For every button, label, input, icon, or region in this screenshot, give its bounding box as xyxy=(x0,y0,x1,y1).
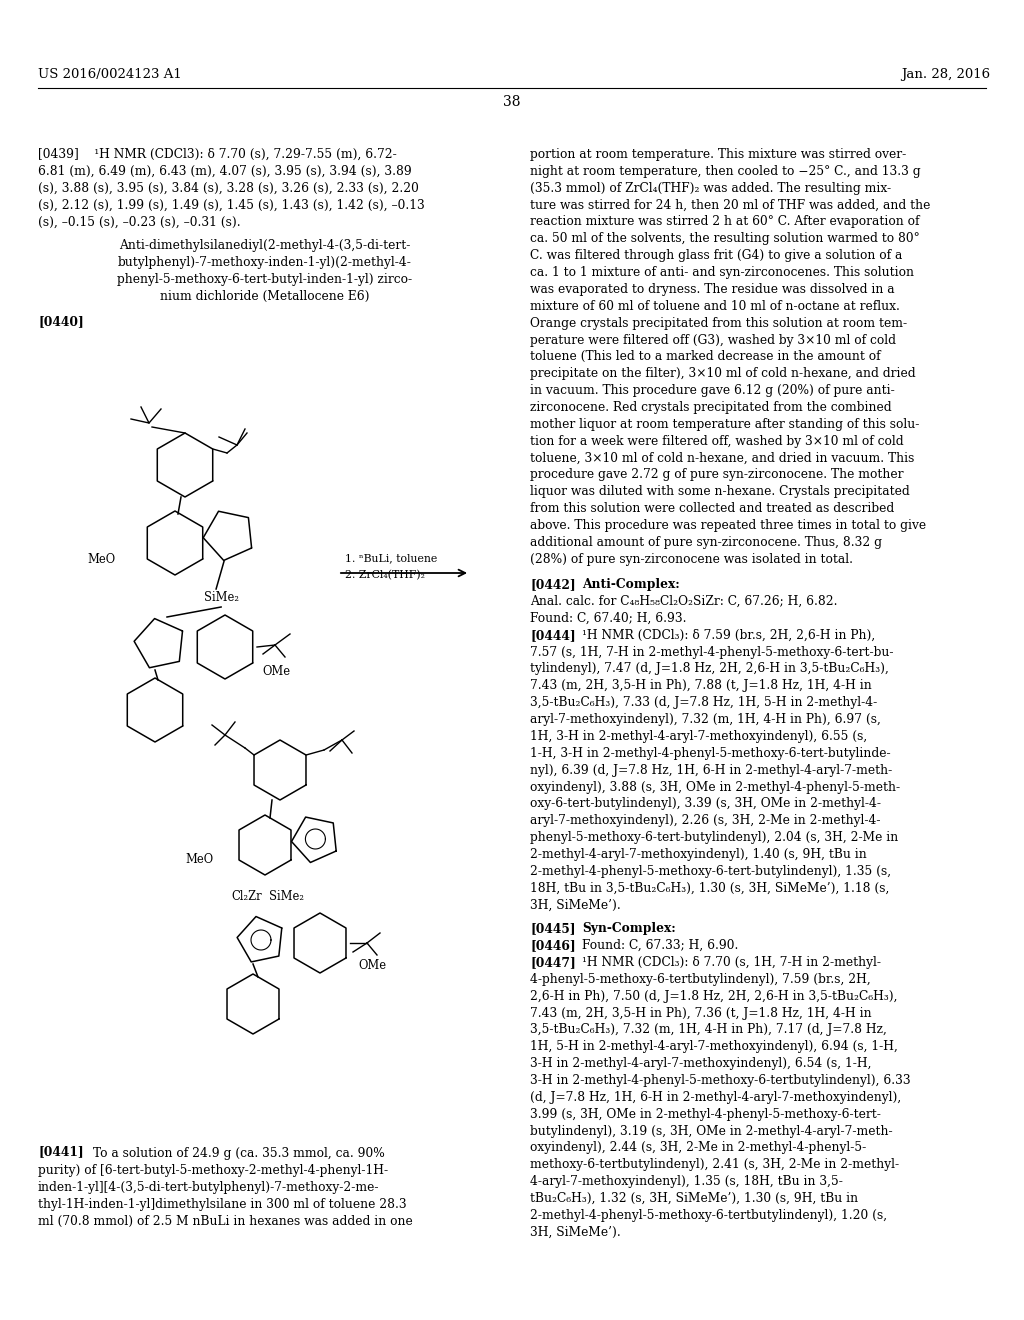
Text: 7.57 (s, 1H, 7-H in 2-methyl-4-phenyl-5-methoxy-6-tert-bu-: 7.57 (s, 1H, 7-H in 2-methyl-4-phenyl-5-… xyxy=(530,645,894,659)
Text: 2. ZrCl₄(THF)₂: 2. ZrCl₄(THF)₂ xyxy=(345,570,425,581)
Text: perature were filtered off (G3), washed by 3×10 ml of cold: perature were filtered off (G3), washed … xyxy=(530,334,896,347)
Text: Syn-Complex:: Syn-Complex: xyxy=(582,923,676,935)
Text: 3H, SiMeMe’).: 3H, SiMeMe’). xyxy=(530,1226,621,1238)
Text: night at room temperature, then cooled to −25° C., and 13.3 g: night at room temperature, then cooled t… xyxy=(530,165,921,178)
Text: mother liquor at room temperature after standing of this solu-: mother liquor at room temperature after … xyxy=(530,418,920,430)
Text: tion for a week were filtered off, washed by 3×10 ml of cold: tion for a week were filtered off, washe… xyxy=(530,434,903,447)
Text: Anti-dimethylsilanediyl(2-methyl-4-(3,5-di-tert-: Anti-dimethylsilanediyl(2-methyl-4-(3,5-… xyxy=(120,239,411,252)
Text: toluene, 3×10 ml of cold n-hexane, and dried in vacuum. This: toluene, 3×10 ml of cold n-hexane, and d… xyxy=(530,451,914,465)
Text: C. was filtered through glass frit (G4) to give a solution of a: C. was filtered through glass frit (G4) … xyxy=(530,249,902,263)
Text: phenyl-5-methoxy-6-tert-butyl-inden-1-yl) zirco-: phenyl-5-methoxy-6-tert-butyl-inden-1-yl… xyxy=(118,273,413,286)
Text: OMe: OMe xyxy=(358,960,386,972)
Text: [0442]: [0442] xyxy=(530,578,575,591)
Text: ture was stirred for 24 h, then 20 ml of THF was added, and the: ture was stirred for 24 h, then 20 ml of… xyxy=(530,198,931,211)
Text: procedure gave 2.72 g of pure syn-zirconocene. The mother: procedure gave 2.72 g of pure syn-zircon… xyxy=(530,469,903,482)
Text: To a solution of 24.9 g (ca. 35.3 mmol, ca. 90%: To a solution of 24.9 g (ca. 35.3 mmol, … xyxy=(93,1147,385,1160)
Text: 3H, SiMeMe’).: 3H, SiMeMe’). xyxy=(530,899,621,912)
Text: inden-1-yl][4-(3,5-di-tert-butylphenyl)-7-methoxy-2-me-: inden-1-yl][4-(3,5-di-tert-butylphenyl)-… xyxy=(38,1180,380,1193)
Text: zirconocene. Red crystals precipitated from the combined: zirconocene. Red crystals precipitated f… xyxy=(530,401,892,414)
Text: 1-H, 3-H in 2-methyl-4-phenyl-5-methoxy-6-tert-butylinde-: 1-H, 3-H in 2-methyl-4-phenyl-5-methoxy-… xyxy=(530,747,891,760)
Text: [0444]: [0444] xyxy=(530,628,575,642)
Text: Found: C, 67.33; H, 6.90.: Found: C, 67.33; H, 6.90. xyxy=(582,939,738,952)
Text: [0445]: [0445] xyxy=(530,923,575,935)
Text: 3,5-tBu₂C₆H₃), 7.32 (m, 1H, 4-H in Ph), 7.17 (d, J=7.8 Hz,: 3,5-tBu₂C₆H₃), 7.32 (m, 1H, 4-H in Ph), … xyxy=(530,1023,887,1036)
Text: butylphenyl)-7-methoxy-inden-1-yl)(2-methyl-4-: butylphenyl)-7-methoxy-inden-1-yl)(2-met… xyxy=(118,256,412,269)
Text: [0440]: [0440] xyxy=(38,315,84,327)
Text: phenyl-5-methoxy-6-tert-butylindenyl), 2.04 (s, 3H, 2-Me in: phenyl-5-methoxy-6-tert-butylindenyl), 2… xyxy=(530,832,898,843)
Text: 6.81 (m), 6.49 (m), 6.43 (m), 4.07 (s), 3.95 (s), 3.94 (s), 3.89: 6.81 (m), 6.49 (m), 6.43 (m), 4.07 (s), … xyxy=(38,165,412,178)
Text: 1. ⁿBuLi, toluene: 1. ⁿBuLi, toluene xyxy=(345,553,437,564)
Text: ¹H NMR (CDCl₃): δ 7.59 (br.s, 2H, 2,6-H in Ph),: ¹H NMR (CDCl₃): δ 7.59 (br.s, 2H, 2,6-H … xyxy=(582,628,876,642)
Text: from this solution were collected and treated as described: from this solution were collected and tr… xyxy=(530,502,894,515)
Text: in vacuum. This procedure gave 6.12 g (20%) of pure anti-: in vacuum. This procedure gave 6.12 g (2… xyxy=(530,384,895,397)
Text: mixture of 60 ml of toluene and 10 ml of n-octane at reflux.: mixture of 60 ml of toluene and 10 ml of… xyxy=(530,300,900,313)
Text: 4-phenyl-5-methoxy-6-tertbutylindenyl), 7.59 (br.s, 2H,: 4-phenyl-5-methoxy-6-tertbutylindenyl), … xyxy=(530,973,870,986)
Text: above. This procedure was repeated three times in total to give: above. This procedure was repeated three… xyxy=(530,519,926,532)
Text: reaction mixture was stirred 2 h at 60° C. After evaporation of: reaction mixture was stirred 2 h at 60° … xyxy=(530,215,920,228)
Text: 3-H in 2-methyl-4-aryl-7-methoxyindenyl), 6.54 (s, 1-H,: 3-H in 2-methyl-4-aryl-7-methoxyindenyl)… xyxy=(530,1057,871,1071)
Text: liquor was diluted with some n-hexane. Crystals precipitated: liquor was diluted with some n-hexane. C… xyxy=(530,486,909,499)
Text: US 2016/0024123 A1: US 2016/0024123 A1 xyxy=(38,69,181,81)
Text: Jan. 28, 2016: Jan. 28, 2016 xyxy=(901,69,990,81)
Text: MeO: MeO xyxy=(87,553,115,566)
Text: MeO: MeO xyxy=(185,853,213,866)
Text: butylindenyl), 3.19 (s, 3H, OMe in 2-methyl-4-aryl-7-meth-: butylindenyl), 3.19 (s, 3H, OMe in 2-met… xyxy=(530,1125,893,1138)
Text: SiMe₂: SiMe₂ xyxy=(269,890,304,903)
Text: (d, J=7.8 Hz, 1H, 6-H in 2-methyl-4-aryl-7-methoxyindenyl),: (d, J=7.8 Hz, 1H, 6-H in 2-methyl-4-aryl… xyxy=(530,1090,901,1104)
Text: 2-methyl-4-aryl-7-methoxyindenyl), 1.40 (s, 9H, tBu in: 2-methyl-4-aryl-7-methoxyindenyl), 1.40 … xyxy=(530,847,866,861)
Text: ¹H NMR (CDCl₃): δ 7.70 (s, 1H, 7-H in 2-methyl-: ¹H NMR (CDCl₃): δ 7.70 (s, 1H, 7-H in 2-… xyxy=(582,956,881,969)
Text: Anti-Complex:: Anti-Complex: xyxy=(582,578,680,591)
Text: portion at room temperature. This mixture was stirred over-: portion at room temperature. This mixtur… xyxy=(530,148,906,161)
Text: 18H, tBu in 3,5-tBu₂C₆H₃), 1.30 (s, 3H, SiMeMe’), 1.18 (s,: 18H, tBu in 3,5-tBu₂C₆H₃), 1.30 (s, 3H, … xyxy=(530,882,890,895)
Text: [0446]: [0446] xyxy=(530,939,575,952)
Text: additional amount of pure syn-zirconocene. Thus, 8.32 g: additional amount of pure syn-zirconocen… xyxy=(530,536,882,549)
Text: [0447]: [0447] xyxy=(530,956,575,969)
Text: aryl-7-methoxyindenyl), 7.32 (m, 1H, 4-H in Ph), 6.97 (s,: aryl-7-methoxyindenyl), 7.32 (m, 1H, 4-H… xyxy=(530,713,881,726)
Text: ca. 50 ml of the solvents, the resulting solution warmed to 80°: ca. 50 ml of the solvents, the resulting… xyxy=(530,232,920,246)
Text: 38: 38 xyxy=(503,95,521,110)
Text: 3,5-tBu₂C₆H₃), 7.33 (d, J=7.8 Hz, 1H, 5-H in 2-methyl-4-: 3,5-tBu₂C₆H₃), 7.33 (d, J=7.8 Hz, 1H, 5-… xyxy=(530,696,878,709)
Text: oxyindenyl), 3.88 (s, 3H, OMe in 2-methyl-4-phenyl-5-meth-: oxyindenyl), 3.88 (s, 3H, OMe in 2-methy… xyxy=(530,780,900,793)
Text: SiMe₂: SiMe₂ xyxy=(204,591,239,605)
Text: (35.3 mmol) of ZrCl₄(THF)₂ was added. The resulting mix-: (35.3 mmol) of ZrCl₄(THF)₂ was added. Th… xyxy=(530,182,891,195)
Text: (s), 3.88 (s), 3.95 (s), 3.84 (s), 3.28 (s), 3.26 (s), 2.33 (s), 2.20: (s), 3.88 (s), 3.95 (s), 3.84 (s), 3.28 … xyxy=(38,182,419,195)
Text: Orange crystals precipitated from this solution at room tem-: Orange crystals precipitated from this s… xyxy=(530,317,907,330)
Text: Found: C, 67.40; H, 6.93.: Found: C, 67.40; H, 6.93. xyxy=(530,612,686,624)
Text: Cl₂Zr: Cl₂Zr xyxy=(231,890,262,903)
Text: was evaporated to dryness. The residue was dissolved in a: was evaporated to dryness. The residue w… xyxy=(530,282,895,296)
Text: 1H, 5-H in 2-methyl-4-aryl-7-methoxyindenyl), 6.94 (s, 1-H,: 1H, 5-H in 2-methyl-4-aryl-7-methoxyinde… xyxy=(530,1040,898,1053)
Text: nium dichloride (Metallocene E6): nium dichloride (Metallocene E6) xyxy=(160,289,370,302)
Text: aryl-7-methoxyindenyl), 2.26 (s, 3H, 2-Me in 2-methyl-4-: aryl-7-methoxyindenyl), 2.26 (s, 3H, 2-M… xyxy=(530,814,881,828)
Text: precipitate on the filter), 3×10 ml of cold n-hexane, and dried: precipitate on the filter), 3×10 ml of c… xyxy=(530,367,915,380)
Text: 3-H in 2-methyl-4-phenyl-5-methoxy-6-tertbutylindenyl), 6.33: 3-H in 2-methyl-4-phenyl-5-methoxy-6-ter… xyxy=(530,1074,910,1086)
Text: (s), 2.12 (s), 1.99 (s), 1.49 (s), 1.45 (s), 1.43 (s), 1.42 (s), –0.13: (s), 2.12 (s), 1.99 (s), 1.49 (s), 1.45 … xyxy=(38,198,425,211)
Text: tylindenyl), 7.47 (d, J=1.8 Hz, 2H, 2,6-H in 3,5-tBu₂C₆H₃),: tylindenyl), 7.47 (d, J=1.8 Hz, 2H, 2,6-… xyxy=(530,663,889,676)
Text: [0439]    ¹H NMR (CDCl3): δ 7.70 (s), 7.29-7.55 (m), 6.72-: [0439] ¹H NMR (CDCl3): δ 7.70 (s), 7.29-… xyxy=(38,148,396,161)
Text: (s), –0.15 (s), –0.23 (s), –0.31 (s).: (s), –0.15 (s), –0.23 (s), –0.31 (s). xyxy=(38,215,241,228)
Text: 4-aryl-7-methoxyindenyl), 1.35 (s, 18H, tBu in 3,5-: 4-aryl-7-methoxyindenyl), 1.35 (s, 18H, … xyxy=(530,1175,843,1188)
Text: oxyindenyl), 2.44 (s, 3H, 2-Me in 2-methyl-4-phenyl-5-: oxyindenyl), 2.44 (s, 3H, 2-Me in 2-meth… xyxy=(530,1142,866,1155)
Text: 2-methyl-4-phenyl-5-methoxy-6-tertbutylindenyl), 1.20 (s,: 2-methyl-4-phenyl-5-methoxy-6-tertbutyli… xyxy=(530,1209,887,1222)
Text: [0441]: [0441] xyxy=(38,1144,84,1158)
Text: Anal. calc. for C₄₈H₅₈Cl₂O₂SiZr: C, 67.26; H, 6.82.: Anal. calc. for C₄₈H₅₈Cl₂O₂SiZr: C, 67.2… xyxy=(530,595,838,609)
Text: 7.43 (m, 2H, 3,5-H in Ph), 7.88 (t, J=1.8 Hz, 1H, 4-H in: 7.43 (m, 2H, 3,5-H in Ph), 7.88 (t, J=1.… xyxy=(530,680,871,692)
Text: thyl-1H-inden-1-yl]dimethylsilane in 300 ml of toluene 28.3: thyl-1H-inden-1-yl]dimethylsilane in 300… xyxy=(38,1197,407,1210)
Text: 3.99 (s, 3H, OMe in 2-methyl-4-phenyl-5-methoxy-6-tert-: 3.99 (s, 3H, OMe in 2-methyl-4-phenyl-5-… xyxy=(530,1107,881,1121)
Text: toluene (This led to a marked decrease in the amount of: toluene (This led to a marked decrease i… xyxy=(530,350,881,363)
Text: (28%) of pure syn-zirconocene was isolated in total.: (28%) of pure syn-zirconocene was isolat… xyxy=(530,553,853,566)
Text: tBu₂C₆H₃), 1.32 (s, 3H, SiMeMe’), 1.30 (s, 9H, tBu in: tBu₂C₆H₃), 1.32 (s, 3H, SiMeMe’), 1.30 (… xyxy=(530,1192,858,1205)
Text: ca. 1 to 1 mixture of anti- and syn-zirconocenes. This solution: ca. 1 to 1 mixture of anti- and syn-zirc… xyxy=(530,267,914,279)
Text: OMe: OMe xyxy=(262,665,290,678)
Text: 2-methyl-4-phenyl-5-methoxy-6-tert-butylindenyl), 1.35 (s,: 2-methyl-4-phenyl-5-methoxy-6-tert-butyl… xyxy=(530,865,891,878)
Text: 1H, 3-H in 2-methyl-4-aryl-7-methoxyindenyl), 6.55 (s,: 1H, 3-H in 2-methyl-4-aryl-7-methoxyinde… xyxy=(530,730,867,743)
Text: nyl), 6.39 (d, J=7.8 Hz, 1H, 6-H in 2-methyl-4-aryl-7-meth-: nyl), 6.39 (d, J=7.8 Hz, 1H, 6-H in 2-me… xyxy=(530,764,892,776)
Text: oxy-6-tert-butylindenyl), 3.39 (s, 3H, OMe in 2-methyl-4-: oxy-6-tert-butylindenyl), 3.39 (s, 3H, O… xyxy=(530,797,881,810)
Text: purity) of [6-tert-butyl-5-methoxy-2-methyl-4-phenyl-1H-: purity) of [6-tert-butyl-5-methoxy-2-met… xyxy=(38,1164,388,1177)
Text: 2,6-H in Ph), 7.50 (d, J=1.8 Hz, 2H, 2,6-H in 3,5-tBu₂C₆H₃),: 2,6-H in Ph), 7.50 (d, J=1.8 Hz, 2H, 2,6… xyxy=(530,990,897,1003)
Text: ml (70.8 mmol) of 2.5 M nBuLi in hexanes was added in one: ml (70.8 mmol) of 2.5 M nBuLi in hexanes… xyxy=(38,1214,413,1228)
Text: methoxy-6-tertbutylindenyl), 2.41 (s, 3H, 2-Me in 2-methyl-: methoxy-6-tertbutylindenyl), 2.41 (s, 3H… xyxy=(530,1159,899,1171)
Text: 7.43 (m, 2H, 3,5-H in Ph), 7.36 (t, J=1.8 Hz, 1H, 4-H in: 7.43 (m, 2H, 3,5-H in Ph), 7.36 (t, J=1.… xyxy=(530,1007,871,1019)
